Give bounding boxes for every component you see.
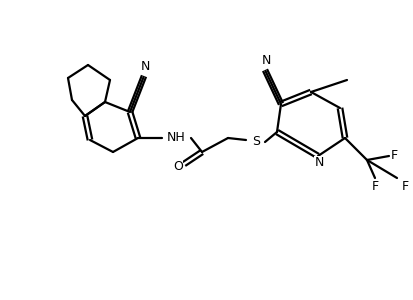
Text: N: N xyxy=(140,61,150,74)
Text: O: O xyxy=(173,160,183,173)
Text: N: N xyxy=(313,157,323,169)
Text: N: N xyxy=(261,55,270,68)
Text: F: F xyxy=(370,179,377,193)
Text: F: F xyxy=(401,179,408,193)
Text: F: F xyxy=(389,149,396,163)
Text: S: S xyxy=(252,136,259,148)
Text: NH: NH xyxy=(166,131,185,145)
